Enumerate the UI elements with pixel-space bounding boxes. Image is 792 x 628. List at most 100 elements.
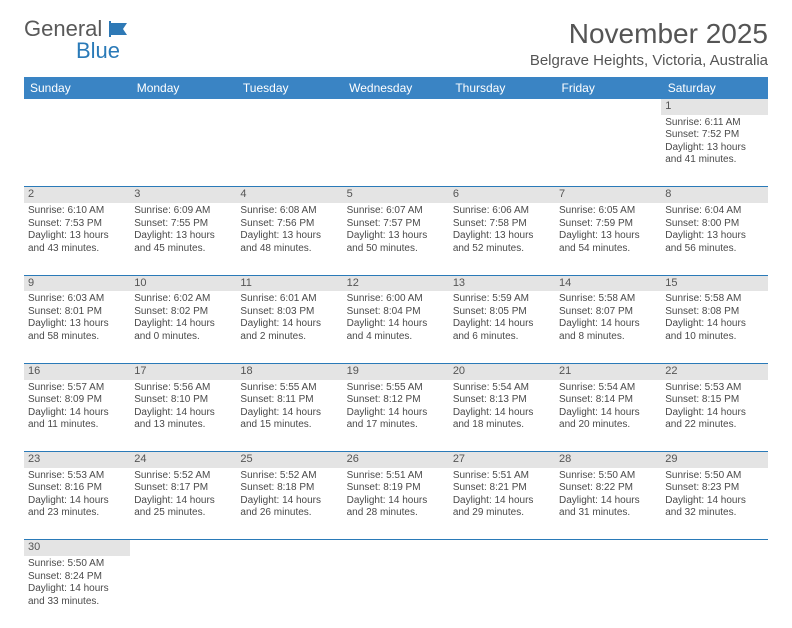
daylight-text: Daylight: 14 hours and 4 minutes. [347, 318, 445, 343]
sunrise-text: Sunrise: 5:50 AM [28, 558, 126, 571]
day-number [236, 99, 342, 115]
day-number [449, 99, 555, 115]
sunset-text: Sunset: 7:52 PM [665, 129, 763, 142]
sunrise-text: Sunrise: 5:52 AM [240, 470, 338, 483]
sunset-text: Sunset: 8:08 PM [665, 306, 763, 319]
day-number [449, 540, 555, 556]
daylight-text: Daylight: 14 hours and 13 minutes. [134, 407, 232, 432]
daylight-text: Daylight: 14 hours and 31 minutes. [559, 495, 657, 520]
sunset-text: Sunset: 7:59 PM [559, 218, 657, 231]
day-cell: Sunrise: 5:55 AMSunset: 8:11 PMDaylight:… [236, 380, 342, 452]
daylight-text: Daylight: 14 hours and 8 minutes. [559, 318, 657, 343]
daylight-text: Daylight: 14 hours and 29 minutes. [453, 495, 551, 520]
day-number: 18 [236, 363, 342, 379]
sunset-text: Sunset: 8:13 PM [453, 394, 551, 407]
daylight-text: Daylight: 14 hours and 22 minutes. [665, 407, 763, 432]
daylight-text: Daylight: 13 hours and 43 minutes. [28, 230, 126, 255]
daylight-text: Daylight: 14 hours and 11 minutes. [28, 407, 126, 432]
sunset-text: Sunset: 8:07 PM [559, 306, 657, 319]
sunrise-text: Sunrise: 5:55 AM [347, 382, 445, 395]
day-number: 3 [130, 187, 236, 203]
sunset-text: Sunset: 8:03 PM [240, 306, 338, 319]
day-cell: Sunrise: 5:54 AMSunset: 8:14 PMDaylight:… [555, 380, 661, 452]
sunrise-text: Sunrise: 6:06 AM [453, 205, 551, 218]
day-number: 2 [24, 187, 130, 203]
day-number-row: 30 [24, 540, 768, 556]
sunset-text: Sunset: 8:18 PM [240, 482, 338, 495]
day-number: 16 [24, 363, 130, 379]
daylight-text: Daylight: 14 hours and 15 minutes. [240, 407, 338, 432]
daylight-text: Daylight: 13 hours and 50 minutes. [347, 230, 445, 255]
location-text: Belgrave Heights, Victoria, Australia [530, 52, 768, 69]
day-number: 17 [130, 363, 236, 379]
daylight-text: Daylight: 14 hours and 18 minutes. [453, 407, 551, 432]
sunset-text: Sunset: 8:22 PM [559, 482, 657, 495]
day-number [555, 99, 661, 115]
day-number: 23 [24, 452, 130, 468]
sunrise-text: Sunrise: 5:59 AM [453, 293, 551, 306]
day-cell: Sunrise: 6:05 AMSunset: 7:59 PMDaylight:… [555, 203, 661, 275]
day-number-row: 2345678 [24, 187, 768, 203]
sunset-text: Sunset: 8:17 PM [134, 482, 232, 495]
daylight-text: Daylight: 14 hours and 25 minutes. [134, 495, 232, 520]
daylight-text: Daylight: 14 hours and 26 minutes. [240, 495, 338, 520]
day-header: Sunday [24, 77, 130, 99]
day-cell: Sunrise: 5:50 AMSunset: 8:24 PMDaylight:… [24, 556, 130, 628]
day-cell: Sunrise: 6:09 AMSunset: 7:55 PMDaylight:… [130, 203, 236, 275]
day-number: 22 [661, 363, 767, 379]
day-number: 10 [130, 275, 236, 291]
day-cell: Sunrise: 5:56 AMSunset: 8:10 PMDaylight:… [130, 380, 236, 452]
day-number: 9 [24, 275, 130, 291]
page-header: GeneralBlue November 2025 Belgrave Heigh… [24, 18, 768, 69]
daylight-text: Daylight: 13 hours and 52 minutes. [453, 230, 551, 255]
sunset-text: Sunset: 8:02 PM [134, 306, 232, 319]
day-cell [555, 556, 661, 628]
day-cell [449, 115, 555, 187]
sunrise-text: Sunrise: 6:03 AM [28, 293, 126, 306]
day-cell: Sunrise: 5:59 AMSunset: 8:05 PMDaylight:… [449, 291, 555, 363]
day-number: 30 [24, 540, 130, 556]
day-cell [130, 556, 236, 628]
sunrise-text: Sunrise: 6:01 AM [240, 293, 338, 306]
sunset-text: Sunset: 8:00 PM [665, 218, 763, 231]
daylight-text: Daylight: 13 hours and 48 minutes. [240, 230, 338, 255]
sunrise-text: Sunrise: 6:05 AM [559, 205, 657, 218]
day-content-row: Sunrise: 6:10 AMSunset: 7:53 PMDaylight:… [24, 203, 768, 275]
day-number: 24 [130, 452, 236, 468]
daylight-text: Daylight: 13 hours and 58 minutes. [28, 318, 126, 343]
sunrise-text: Sunrise: 5:53 AM [665, 382, 763, 395]
sunrise-text: Sunrise: 6:00 AM [347, 293, 445, 306]
sunset-text: Sunset: 8:19 PM [347, 482, 445, 495]
day-content-row: Sunrise: 5:57 AMSunset: 8:09 PMDaylight:… [24, 380, 768, 452]
sunset-text: Sunset: 8:16 PM [28, 482, 126, 495]
day-cell: Sunrise: 6:07 AMSunset: 7:57 PMDaylight:… [343, 203, 449, 275]
day-cell: Sunrise: 5:50 AMSunset: 8:22 PMDaylight:… [555, 468, 661, 540]
daylight-text: Daylight: 14 hours and 0 minutes. [134, 318, 232, 343]
sunset-text: Sunset: 8:01 PM [28, 306, 126, 319]
day-cell: Sunrise: 5:52 AMSunset: 8:17 PMDaylight:… [130, 468, 236, 540]
day-cell: Sunrise: 6:01 AMSunset: 8:03 PMDaylight:… [236, 291, 342, 363]
daylight-text: Daylight: 14 hours and 33 minutes. [28, 583, 126, 608]
sunrise-text: Sunrise: 6:08 AM [240, 205, 338, 218]
day-cell: Sunrise: 6:10 AMSunset: 7:53 PMDaylight:… [24, 203, 130, 275]
day-header: Tuesday [236, 77, 342, 99]
day-number [343, 540, 449, 556]
sunrise-text: Sunrise: 6:04 AM [665, 205, 763, 218]
day-cell: Sunrise: 5:55 AMSunset: 8:12 PMDaylight:… [343, 380, 449, 452]
sunset-text: Sunset: 7:53 PM [28, 218, 126, 231]
daylight-text: Daylight: 14 hours and 23 minutes. [28, 495, 126, 520]
sunrise-text: Sunrise: 6:11 AM [665, 117, 763, 130]
day-number: 12 [343, 275, 449, 291]
day-header: Thursday [449, 77, 555, 99]
day-header: Monday [130, 77, 236, 99]
logo-text-2: Blue [76, 38, 120, 63]
day-number: 15 [661, 275, 767, 291]
day-number-row: 23242526272829 [24, 452, 768, 468]
day-cell [130, 115, 236, 187]
sunrise-text: Sunrise: 6:07 AM [347, 205, 445, 218]
sunrise-text: Sunrise: 6:10 AM [28, 205, 126, 218]
daylight-text: Daylight: 13 hours and 45 minutes. [134, 230, 232, 255]
day-number: 13 [449, 275, 555, 291]
day-cell: Sunrise: 5:57 AMSunset: 8:09 PMDaylight:… [24, 380, 130, 452]
day-number: 14 [555, 275, 661, 291]
